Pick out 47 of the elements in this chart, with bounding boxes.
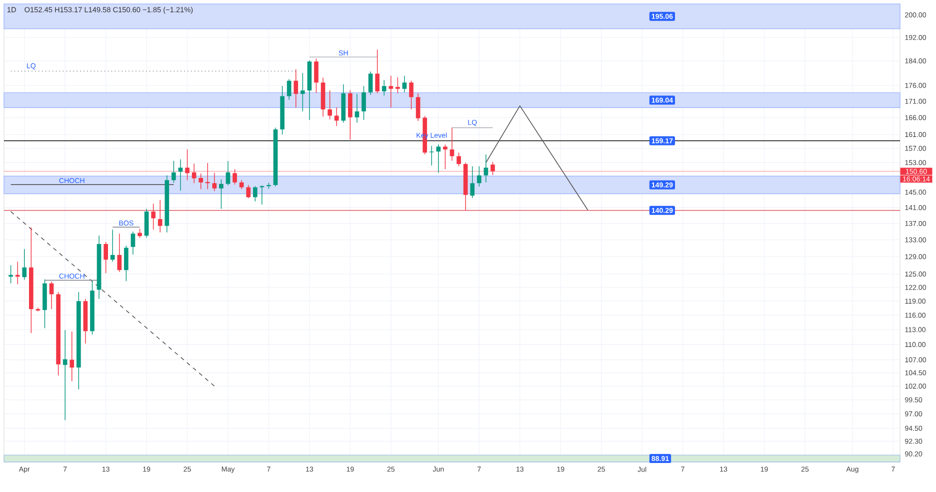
candlestick: [260, 185, 264, 205]
candlestick: [443, 144, 448, 170]
candlestick: [300, 72, 305, 112]
candlestick: [456, 152, 461, 167]
candlestick: [158, 200, 162, 233]
candlestick: [294, 68, 298, 108]
candlestick: [219, 179, 224, 210]
candlestick: [252, 186, 258, 202]
candlestick: [232, 168, 237, 186]
candlestick: [388, 75, 394, 108]
candlestick: [476, 166, 482, 187]
candlestick: [484, 154, 488, 183]
candlestick: [334, 107, 339, 126]
candlestick: [490, 162, 495, 176]
candlestick: [212, 172, 217, 192]
candlestick: [354, 94, 360, 124]
candlestick: [178, 159, 183, 192]
candlestick: [185, 149, 190, 181]
candlestick: [70, 331, 74, 382]
candlestick: [130, 231, 136, 255]
candlestick: [198, 173, 204, 190]
candlestick: [375, 49, 380, 94]
candlestick: [362, 86, 366, 120]
candlestick: [22, 248, 27, 280]
candlestick: [314, 58, 318, 94]
candlestick: [62, 330, 68, 421]
candlestick: [328, 90, 332, 120]
candlestick: [151, 203, 156, 230]
candlestick: [246, 184, 251, 199]
candlestick: [436, 144, 441, 174]
candlestick: [382, 80, 386, 96]
candlestick: [110, 229, 115, 262]
candlestick: [205, 162, 210, 190]
candlestick: [226, 160, 230, 186]
candlestick: [124, 245, 128, 282]
candlestick: [396, 76, 400, 94]
candlestick: [470, 166, 475, 198]
candlestick: [104, 242, 108, 274]
candlestick: [117, 233, 122, 272]
candlestick: [402, 75, 407, 93]
candlestick: [172, 160, 176, 184]
candlestick: [36, 307, 40, 312]
candlestick: [192, 163, 196, 184]
candlestick: [286, 78, 292, 100]
candlestick: [409, 80, 414, 110]
candlestick: [416, 92, 420, 122]
candlestick: [368, 71, 373, 96]
